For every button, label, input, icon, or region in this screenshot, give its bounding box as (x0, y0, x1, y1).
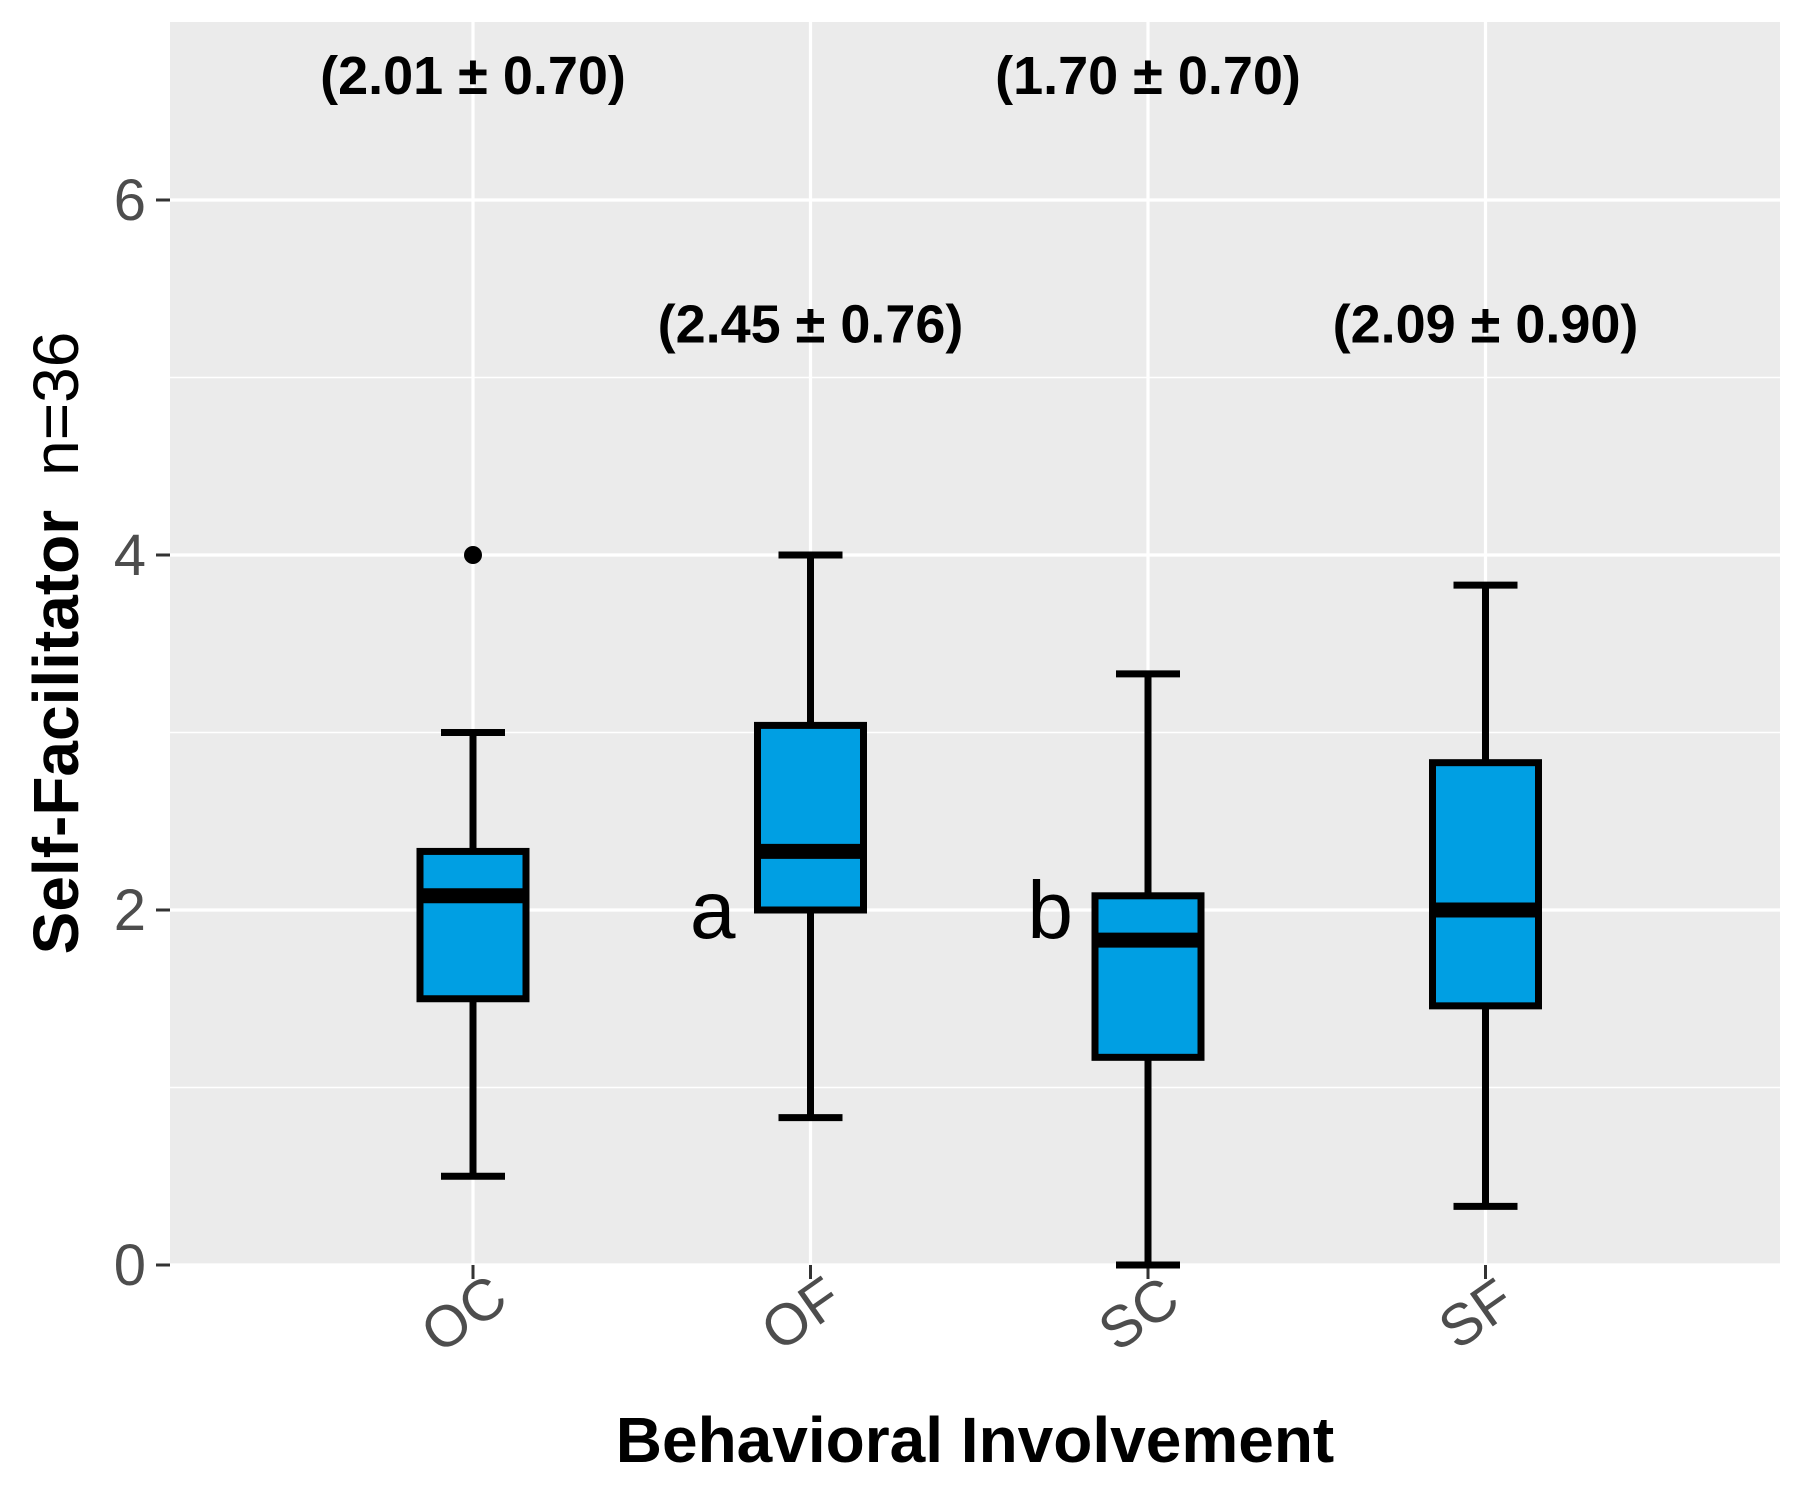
y-axis-title-suffix: n=36 (20, 332, 92, 476)
mean-sd-annotations: (2.01 ± 0.70) (2.45 ± 0.76) (1.70 ± 0.70) (… (320, 46, 1638, 355)
y-tick-label: 6 (114, 168, 146, 233)
box-oc (416, 546, 530, 1180)
x-axis-ticks: OC OF SC SF (410, 1262, 1526, 1365)
box-sf (1429, 581, 1542, 1210)
box-body (1429, 759, 1542, 1010)
box-body (754, 721, 867, 914)
box-body (416, 847, 530, 1003)
box-series (416, 546, 1542, 1269)
significance-letter: a (690, 865, 736, 956)
y-tick-label: 0 (114, 1233, 146, 1298)
y-axis-title: Self-Facilitator n=36 (20, 332, 92, 955)
x-axis-title: Behavioral Involvement (616, 1404, 1334, 1476)
outlier-point (464, 546, 482, 564)
mean-sd-label: (1.70 ± 0.70) (995, 46, 1301, 106)
mean-sd-label: (2.09 ± 0.90) (1333, 294, 1639, 354)
mean-sd-label: (2.01 ± 0.70) (320, 46, 626, 106)
mean-sd-label: (2.45 ± 0.76) (658, 294, 964, 354)
y-axis-title-main: Self-Facilitator (20, 510, 92, 955)
box-of (754, 551, 867, 1122)
x-tick-label: OC (410, 1262, 519, 1365)
x-tick-label: SF (1427, 1266, 1525, 1362)
minor-gridlines (170, 376, 1780, 1089)
y-tick-label: 2 (114, 878, 146, 943)
x-tick-label: OF (750, 1264, 853, 1363)
box-body (1091, 892, 1205, 1061)
significance-letter: b (1027, 865, 1073, 956)
y-axis-ticks: 0 2 4 6 (114, 168, 170, 1298)
box-sc (1091, 670, 1205, 1269)
plot-panel (170, 22, 1780, 1265)
x-tick-label: SC (1087, 1264, 1190, 1363)
y-tick-label: 4 (114, 523, 146, 588)
